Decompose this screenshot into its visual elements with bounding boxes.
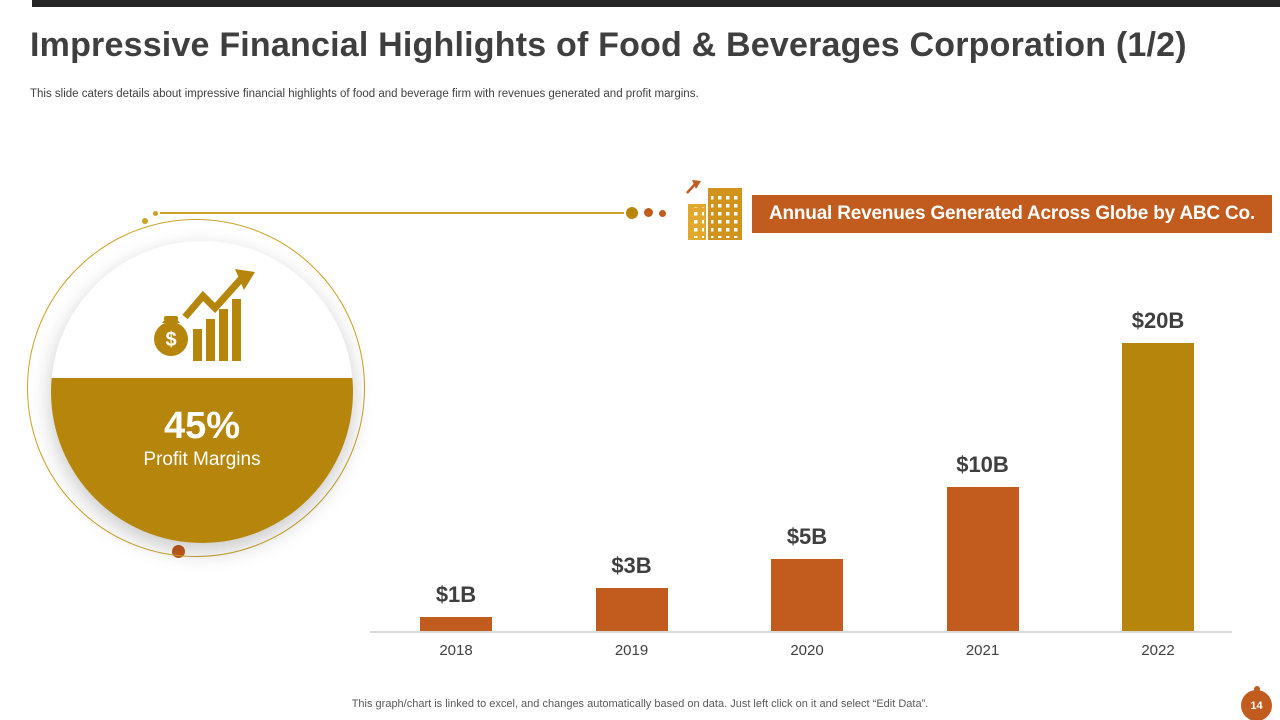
- building-icon: [686, 180, 742, 240]
- cloche-knob-icon: [1254, 686, 1260, 692]
- x-axis-label: 2019: [614, 642, 649, 659]
- top-accent-bar: [32, 0, 1280, 7]
- chart-title-banner: Annual Revenues Generated Across Globe b…: [752, 195, 1272, 233]
- bar: [595, 587, 668, 631]
- bar: [771, 559, 843, 631]
- x-axis-label: 2021: [965, 642, 1000, 659]
- bar: [1122, 343, 1194, 631]
- connector-line: [160, 212, 624, 214]
- profit-circle-ring: [27, 219, 365, 557]
- profit-margin-circle: $ 45% Profit Margins: [51, 241, 353, 543]
- slide-title: Impressive Financial Highlights of Food …: [30, 26, 1187, 64]
- connector-dot-gold: [626, 207, 638, 219]
- profit-text-block: 45% Profit Margins: [51, 405, 353, 471]
- page-number-badge: 14: [1241, 690, 1272, 720]
- bar-group-2020: $5B: [771, 524, 843, 631]
- svg-text:$: $: [165, 329, 176, 351]
- connector-dot-small-1: [142, 218, 148, 224]
- bar: [946, 487, 1019, 631]
- bar-group-2019: $3B: [595, 552, 668, 631]
- bar-group-2022: $20B: [1122, 308, 1194, 631]
- x-axis-label: 2018: [439, 642, 473, 659]
- bar-value-label: $20B: [1131, 308, 1185, 333]
- gold-fill: [51, 378, 353, 543]
- x-axis-label: 2022: [1141, 642, 1175, 659]
- bar-group-2021: $10B: [946, 452, 1019, 631]
- x-axis-label: 2020: [790, 642, 824, 659]
- bar: [420, 616, 492, 631]
- connector-dot-orange-1: [644, 208, 653, 217]
- profit-margin-value: 45%: [163, 405, 241, 448]
- bar-group-2018: $1B: [420, 582, 492, 631]
- bars-area: $1B $3B $5B $10B $20B: [420, 300, 1194, 631]
- bar-value-label: $3B: [611, 552, 652, 578]
- connector-dot-small-2: [153, 211, 158, 216]
- profit-margin-label: Profit Margins: [143, 448, 261, 470]
- bar-value-label: $1B: [435, 581, 477, 607]
- x-axis-line: [370, 631, 1232, 633]
- money-bag-growth-chart-icon: $: [154, 269, 255, 361]
- chart-title: Annual Revenues Generated Across Globe b…: [768, 203, 1256, 224]
- bar-value-label: $5B: [786, 524, 828, 549]
- bar-value-label: $10B: [956, 452, 1009, 477]
- revenue-bar-chart[interactable]: $1B $3B $5B $10B $20B 2018 2019 2020 2021 2022: [370, 296, 1232, 676]
- x-axis-labels: 2018 2019 2020 2021 2022: [420, 642, 1194, 659]
- slide-subtitle: This slide caters details about impressi…: [30, 88, 699, 100]
- connector-dot-orange-2: [659, 210, 666, 217]
- page-number: 14: [1250, 699, 1263, 712]
- footer-note: This graph/chart is linked to excel, and…: [351, 698, 929, 710]
